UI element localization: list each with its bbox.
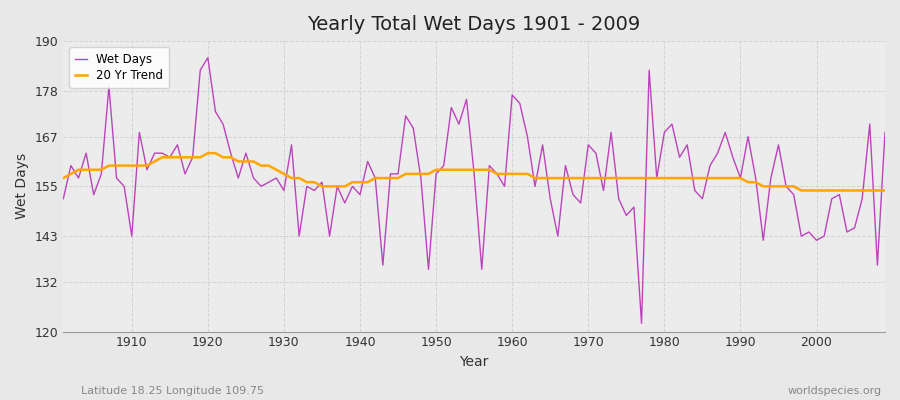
Line: Wet Days: Wet Days xyxy=(63,58,885,323)
Wet Days xyxy=(339,200,350,205)
20 Yr Trend xyxy=(58,176,68,180)
20 Yr Trend xyxy=(339,184,350,189)
20 Yr Trend xyxy=(515,172,526,176)
Wet Days xyxy=(293,234,304,238)
Text: worldspecies.org: worldspecies.org xyxy=(788,386,882,396)
Wet Days xyxy=(636,321,647,326)
X-axis label: Year: Year xyxy=(460,355,489,369)
20 Yr Trend xyxy=(202,151,213,156)
Wet Days xyxy=(202,55,213,60)
Wet Days xyxy=(879,130,890,135)
20 Yr Trend xyxy=(606,176,616,180)
20 Yr Trend xyxy=(796,188,806,193)
Title: Yearly Total Wet Days 1901 - 2009: Yearly Total Wet Days 1901 - 2009 xyxy=(308,15,641,34)
20 Yr Trend xyxy=(879,188,890,193)
Wet Days xyxy=(58,196,68,201)
20 Yr Trend xyxy=(507,172,517,176)
20 Yr Trend xyxy=(293,176,304,180)
20 Yr Trend xyxy=(119,163,130,168)
Wet Days xyxy=(119,184,130,189)
Wet Days xyxy=(606,130,616,135)
Wet Days xyxy=(515,101,526,106)
Legend: Wet Days, 20 Yr Trend: Wet Days, 20 Yr Trend xyxy=(69,47,169,88)
Wet Days xyxy=(507,93,517,98)
Y-axis label: Wet Days: Wet Days xyxy=(15,153,29,220)
Line: 20 Yr Trend: 20 Yr Trend xyxy=(63,153,885,190)
Text: Latitude 18.25 Longitude 109.75: Latitude 18.25 Longitude 109.75 xyxy=(81,386,264,396)
